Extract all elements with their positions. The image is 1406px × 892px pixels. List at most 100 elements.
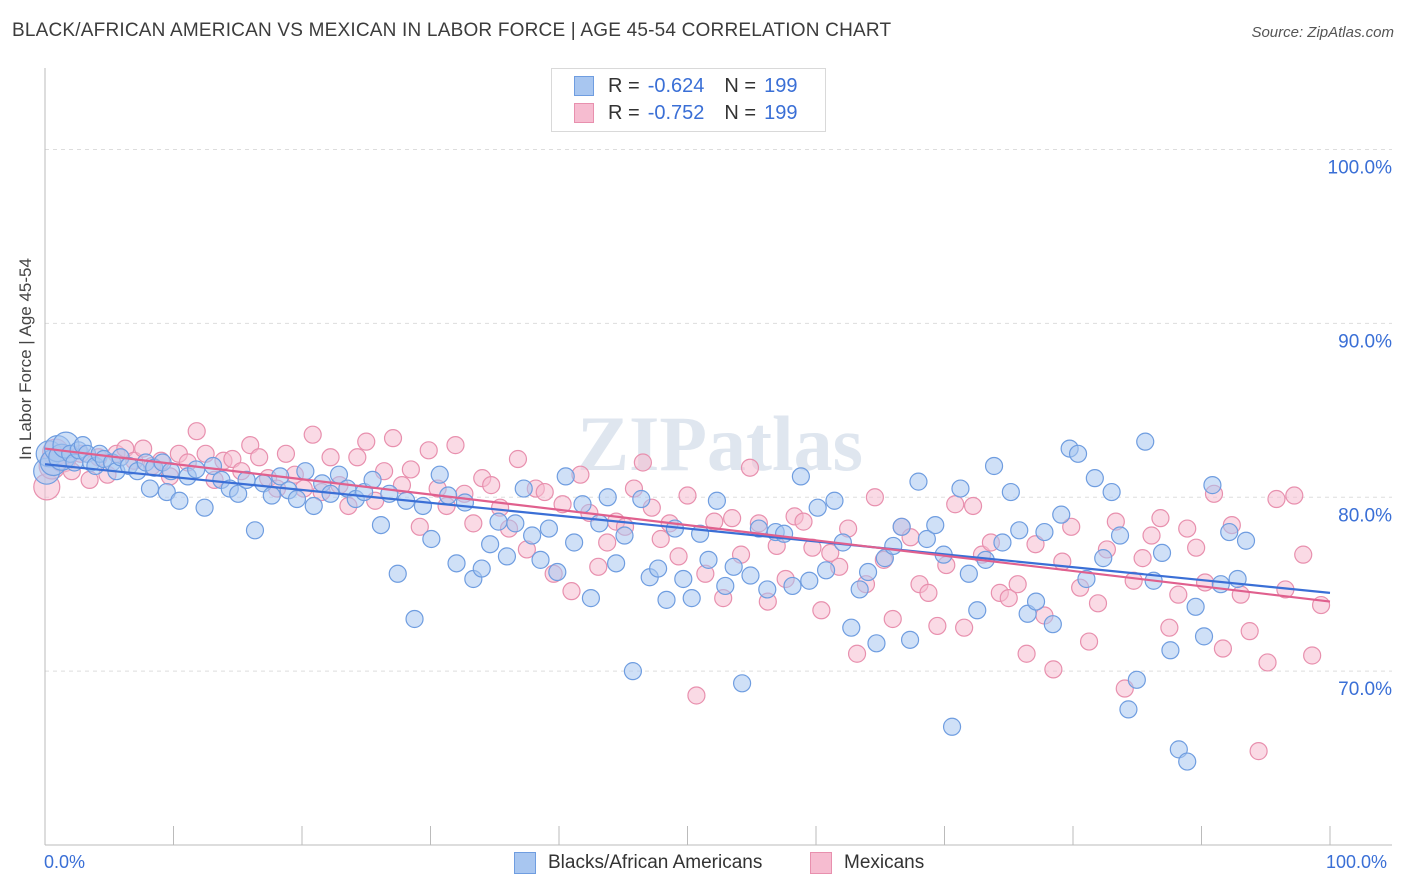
blue-point bbox=[657, 590, 676, 609]
pink-point bbox=[1240, 622, 1259, 641]
pink-point bbox=[303, 425, 322, 444]
pink-point bbox=[1187, 538, 1206, 557]
pink-point bbox=[241, 436, 260, 455]
pink-point bbox=[1088, 594, 1108, 613]
blue-point bbox=[430, 465, 449, 484]
pink-point bbox=[419, 441, 438, 460]
blue-point bbox=[489, 512, 508, 531]
blue-point bbox=[909, 472, 928, 491]
pink-point bbox=[1008, 575, 1027, 594]
blue-point bbox=[229, 484, 248, 503]
blue-point bbox=[388, 564, 407, 583]
blue-point bbox=[825, 491, 844, 510]
blue-point bbox=[497, 547, 517, 566]
pink-point bbox=[187, 422, 206, 441]
pink-point bbox=[348, 448, 367, 467]
pink-point bbox=[276, 444, 296, 463]
blue-point bbox=[287, 489, 307, 509]
legend-swatch-blue bbox=[574, 76, 594, 96]
blue-point bbox=[195, 498, 214, 517]
pink-point bbox=[553, 495, 572, 514]
blue-point bbox=[1110, 526, 1130, 545]
blue-point bbox=[245, 521, 265, 540]
pink-point bbox=[883, 609, 902, 629]
blue-point bbox=[455, 493, 475, 512]
pink-point bbox=[847, 644, 867, 663]
pink-point bbox=[1258, 653, 1277, 672]
pink-point bbox=[1017, 644, 1036, 663]
blue-point bbox=[598, 488, 617, 507]
legend-r-value: -0.624 bbox=[647, 74, 705, 97]
pink-point bbox=[1249, 742, 1268, 761]
pink-point bbox=[401, 460, 420, 479]
pink-point bbox=[669, 547, 688, 566]
legend-n-value: 199 bbox=[764, 101, 798, 124]
pink-point bbox=[919, 583, 938, 602]
y-tick-label: 90.0% bbox=[1338, 331, 1392, 352]
pink-point bbox=[1151, 509, 1170, 528]
blue-point bbox=[170, 491, 189, 510]
blue-point bbox=[539, 519, 559, 538]
legend-row-blacks: R = -0.624 N = 199 bbox=[574, 73, 797, 99]
blue-point bbox=[968, 601, 987, 620]
blue-point bbox=[607, 554, 626, 573]
blue-point bbox=[296, 462, 315, 481]
blue-point bbox=[1043, 615, 1062, 634]
blue-point bbox=[548, 562, 567, 582]
pink-point bbox=[1231, 585, 1250, 604]
blue-point bbox=[623, 662, 643, 681]
blue-point bbox=[926, 515, 945, 535]
blue-point bbox=[1178, 752, 1197, 771]
blue-point bbox=[682, 589, 701, 608]
trend-lines bbox=[44, 447, 1331, 603]
pink-point bbox=[357, 432, 376, 451]
blue-point bbox=[565, 533, 584, 552]
y-tick-labels: 100.0% 90.0% 80.0% 70.0% bbox=[1328, 158, 1393, 701]
pink-point bbox=[1062, 517, 1081, 536]
blue-point bbox=[674, 569, 693, 589]
blue-point bbox=[1026, 592, 1046, 611]
blue-point bbox=[993, 533, 1012, 552]
blue-point bbox=[1236, 531, 1256, 550]
bottom-legend-label-pink: Mexicans bbox=[844, 852, 925, 873]
blue-point bbox=[649, 559, 668, 578]
blue-point bbox=[447, 554, 466, 573]
legend-r-label: R = bbox=[608, 101, 640, 124]
blue-point bbox=[1194, 627, 1214, 646]
blue-point bbox=[892, 517, 911, 536]
y-tick-label: 70.0% bbox=[1338, 679, 1392, 700]
bottom-legend-label-blue: Blacks/African Americans bbox=[548, 852, 763, 873]
y-tick-label: 80.0% bbox=[1338, 505, 1392, 526]
pink-point bbox=[865, 488, 884, 507]
pink-point bbox=[562, 582, 581, 601]
blue-point bbox=[1186, 597, 1205, 616]
pink-point bbox=[1294, 545, 1313, 564]
bottom-legend-blacks: Blacks/African Americans bbox=[514, 852, 762, 874]
pink-point bbox=[223, 449, 242, 469]
blue-point bbox=[514, 479, 533, 498]
blue-point bbox=[1119, 700, 1138, 719]
blue-point bbox=[1035, 522, 1054, 542]
blue-point bbox=[1203, 476, 1222, 495]
legend-swatch-pink bbox=[574, 103, 594, 123]
blue-point bbox=[1102, 482, 1121, 502]
blue-point bbox=[867, 634, 886, 653]
blue-point bbox=[1052, 505, 1071, 524]
pink-point bbox=[1169, 585, 1188, 604]
bottom-legend-swatch-blue bbox=[514, 852, 536, 874]
pink-point bbox=[1160, 618, 1179, 637]
pink-point bbox=[687, 686, 706, 705]
pink-point bbox=[1026, 535, 1045, 554]
blue-point bbox=[808, 498, 827, 517]
pink-trend-line bbox=[44, 447, 1331, 603]
blue-point bbox=[1068, 444, 1088, 463]
blue-point bbox=[732, 674, 752, 693]
bottom-legend-swatch-pink bbox=[810, 852, 832, 874]
watermark: ZIPatlas bbox=[577, 400, 863, 487]
legend-n-label: N = bbox=[724, 101, 757, 124]
x-tick-left: 0.0% bbox=[44, 852, 86, 872]
blue-point bbox=[716, 576, 735, 596]
pink-point bbox=[705, 512, 724, 531]
blue-point bbox=[304, 496, 323, 516]
